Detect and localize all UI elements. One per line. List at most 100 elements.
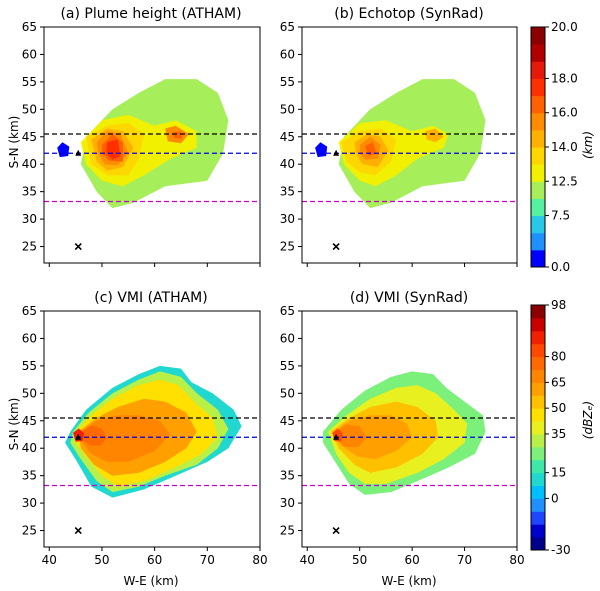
y-tick-label-8: 65: [280, 20, 295, 34]
colorbar-band-10: [531, 78, 545, 97]
contour-field: [323, 371, 486, 495]
x-tick-label-1: 50: [352, 553, 367, 567]
y-tick-label-7: 60: [280, 47, 295, 61]
y-tick-label-3: 40: [22, 157, 37, 171]
colorbar-band-13: [531, 369, 545, 383]
colorbar-band-12: [531, 44, 545, 62]
colorbar-reflectivity: -30 0 15 35 50 65 80 98: [530, 298, 571, 557]
y-tick-label-4: 45: [22, 130, 37, 144]
marker-x-0: [332, 242, 340, 251]
y-tick-label-2: 35: [22, 469, 37, 483]
colorbar-band-8: [531, 433, 545, 448]
colorbar-band-0: [531, 249, 545, 268]
colorbar-band-3: [531, 498, 545, 512]
marker-triangle-1: [75, 149, 82, 156]
contour-level-8: [173, 131, 182, 139]
colorbar-band-13: [531, 27, 545, 45]
colorbar-band-9: [531, 95, 545, 114]
y-tick-label-1: 30: [22, 496, 37, 510]
colorbar-band-7: [531, 129, 545, 148]
contour-level-5: [364, 142, 377, 156]
x-tick-label-4: 80: [509, 553, 524, 567]
marker-triangle-1: [75, 433, 82, 440]
x-tick-label-2: 60: [404, 553, 419, 567]
y-tick-label-5: 50: [280, 102, 295, 116]
contour-level-9: [57, 142, 70, 158]
colorbar-tick-label-5: 65: [551, 375, 566, 389]
marker-x-0: [332, 526, 340, 535]
colorbar-reflectivity-label: (dBZₑ): [581, 401, 595, 439]
x-tick-label-3: 70: [200, 553, 215, 567]
colorbar-band-6: [531, 459, 545, 474]
y-tick-label-6: 55: [280, 359, 295, 373]
colorbar-frame: [530, 304, 546, 551]
y-tick-label-0: 25: [22, 524, 37, 538]
colorbar-band-18: [531, 305, 545, 319]
y-tick-label-8: 65: [22, 304, 37, 318]
colorbar-tick-label-6: 80: [551, 350, 566, 364]
panel-b-title: (b) Echotop (SynRad): [334, 6, 484, 22]
colorbar-band-17: [531, 317, 545, 332]
panel-d-plot: 40 50 60 70 80 25 30 35 40 45 50 55 60 65: [280, 304, 525, 567]
y-tick-label-3: 40: [22, 441, 37, 455]
marker-x-0: [74, 526, 82, 535]
panel-c-ylabel: S-N (km): [7, 398, 21, 451]
panel-a-ylabel: S-N (km): [7, 116, 21, 169]
colorbar-band-4: [531, 181, 545, 199]
y-tick-label-8: 65: [22, 20, 37, 34]
colorbar-band-5: [531, 164, 545, 182]
colorbar-height: 0.0 7.5 12.5 14.0 16.0 18.0 20.0: [530, 20, 578, 274]
colorbar-tick-label-1: 0: [551, 491, 559, 505]
panel-c-xlabel: W-E (km): [123, 574, 178, 588]
y-tick-label-3: 40: [280, 157, 295, 171]
panel-a: (a) Plume height (ATHAM) S-N (km) 25 30 35…: [7, 6, 261, 267]
colorbar-tick-label-1: 7.5: [551, 209, 570, 223]
panel-c: (c) VMI (ATHAM) S-N (km) W-E (km) 40 50 60…: [7, 290, 268, 588]
colorbar-tick-label-4: 50: [551, 401, 566, 415]
colorbar-tick-label-6: 20.0: [551, 20, 578, 34]
colorbar-band-1: [531, 232, 545, 251]
colorbar-tick-label-2: 12.5: [551, 174, 578, 188]
y-tick-label-2: 35: [280, 469, 295, 483]
y-tick-label-1: 30: [280, 212, 295, 226]
marker-x-0: [74, 242, 82, 251]
panel-b: (b) Echotop (SynRad) 25 30 35 40 45 50 55 60 65: [280, 6, 518, 267]
panel-d-title: (d) VMI (SynRad): [350, 290, 468, 306]
axes-frame: [301, 310, 518, 548]
contour-level-6: [106, 139, 121, 160]
y-tick-label-2: 35: [22, 185, 37, 199]
contour-level-4: [335, 424, 367, 448]
colorbar-band-6: [531, 147, 545, 165]
colorbar-band-4: [531, 485, 545, 499]
axes-frame: [43, 310, 261, 548]
colorbar-band-1: [531, 524, 545, 538]
colorbar-tick-label-5: 18.0: [551, 71, 578, 85]
x-tick-label-3: 70: [457, 553, 472, 567]
marker-triangle-1: [333, 433, 340, 440]
colorbar-band-12: [531, 382, 545, 396]
colorbar-band-9: [531, 421, 545, 435]
y-tick-label-1: 30: [280, 496, 295, 510]
colorbar-band-2: [531, 511, 545, 525]
y-tick-label-7: 60: [22, 331, 37, 345]
colorbar-tick-label-7: 98: [551, 298, 566, 312]
y-tick-label-0: 25: [280, 524, 295, 538]
colorbar-band-5: [531, 472, 545, 487]
x-tick-label-0: 40: [300, 553, 315, 567]
y-tick-label-6: 55: [22, 359, 37, 373]
contour-level-4: [80, 415, 171, 462]
contour-level-5: [80, 425, 108, 446]
colorbar-band-11: [531, 395, 545, 409]
y-tick-label-5: 50: [280, 386, 295, 400]
colorbar-band-0: [531, 537, 545, 551]
panel-a-title: (a) Plume height (ATHAM): [60, 6, 241, 22]
colorbar-tick-label-2: 15: [551, 466, 566, 480]
y-tick-label-7: 60: [22, 47, 37, 61]
colorbar-band-2: [531, 215, 545, 234]
x-tick-label-0: 40: [42, 553, 57, 567]
y-tick-label-1: 30: [22, 212, 37, 226]
colorbar-band-16: [531, 330, 545, 345]
panel-b-plot: 25 30 35 40 45 50 55 60 65: [280, 20, 518, 267]
y-tick-label-0: 25: [22, 240, 37, 254]
